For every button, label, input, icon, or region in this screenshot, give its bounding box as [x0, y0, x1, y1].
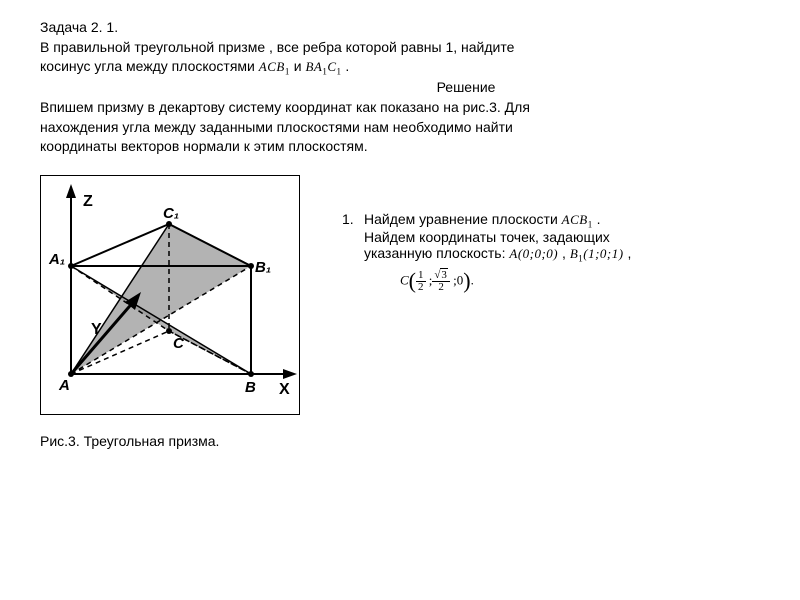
axis-z-label: Z — [83, 193, 93, 210]
vertex-c-label: C — [173, 335, 185, 352]
solution-steps: 1. Найдем уравнение плоскости ACB1 . Най… — [330, 175, 772, 449]
step1-line3: указанную плоскость: A(0;0;0) , B1(1;0;1… — [364, 245, 772, 264]
plane-ba1c1: BA1C1 — [305, 59, 341, 74]
vertex-c1-label: C₁ — [163, 205, 179, 222]
vertex-a1-label: A₁ — [48, 251, 65, 268]
axis-x-label: X — [279, 381, 290, 398]
problem-line-2: косинус угла между плоскостями ACB1 и BA… — [40, 57, 772, 78]
step1-line2: Найдем координаты точек, задающих — [364, 229, 772, 245]
point-b1: B1(1;0;1) — [570, 246, 624, 261]
paragraph-line-1: Впишем призму в декартову систему коорди… — [40, 98, 772, 118]
problem-text: Задача 2. 1. В правильной треугольной пр… — [40, 18, 772, 157]
paragraph-line-3: координаты векторов нормали к этим плоск… — [40, 137, 772, 157]
step-number: 1. — [342, 211, 364, 264]
step1-line1: Найдем уравнение плоскости ACB1 . — [364, 211, 772, 230]
problem-line-1: В правильной треугольной призме , все ре… — [40, 38, 772, 58]
prism-diagram: Z X Y — [40, 175, 300, 415]
plane-acb1: ACB1 — [259, 59, 290, 74]
solution-label: Решение — [160, 78, 772, 98]
paragraph-line-2: нахождения угла между заданными плоскост… — [40, 118, 772, 138]
point-a: A(0;0;0) — [509, 246, 558, 261]
vertex-b-label: B — [245, 379, 256, 396]
vertex-a-label: A — [58, 377, 70, 394]
figure-caption: Рис.3. Треугольная призма. — [40, 433, 330, 449]
plane-acb1-ref: ACB1 — [562, 212, 593, 227]
point-c-coords: C(12 ;√32 ;0). — [400, 270, 772, 293]
vertex-b1-label: B₁ — [255, 259, 271, 276]
problem-title: Задача 2. 1. — [40, 18, 772, 38]
